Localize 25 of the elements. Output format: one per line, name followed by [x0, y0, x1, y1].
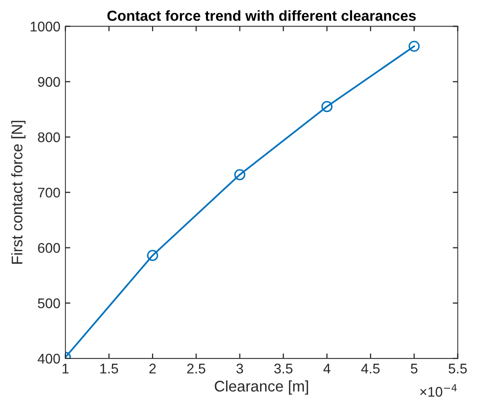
- y-tick-label: 600: [38, 243, 60, 253]
- x-tick-label: 3: [236, 364, 244, 374]
- x-tick-label: 5.5: [448, 364, 467, 374]
- y-tick-label: 1000: [30, 22, 60, 32]
- chart-title: Contact force trend with different clearances: [107, 10, 416, 21]
- x-axis-title: Clearance [m]: [214, 380, 308, 395]
- x-tick-label: 2: [149, 364, 156, 374]
- x-tick-label: 4: [323, 364, 330, 374]
- x-tick-label: 1: [62, 364, 69, 374]
- x-tick-label: 2.5: [187, 364, 206, 374]
- text: ×10$^{−4}$: [420, 384, 457, 397]
- point: [147, 250, 158, 262]
- point: [234, 169, 246, 180]
- x-tick-label: 5: [410, 364, 418, 374]
- y-tick-label: 900: [38, 77, 60, 87]
- point: [408, 40, 420, 52]
- x-tick-label: 4.5: [361, 364, 380, 374]
- x-tick-label: 1.5: [100, 364, 118, 374]
- x-tick-label: 3.5: [274, 364, 292, 374]
- point: [321, 101, 333, 112]
- y-tick-label: 500: [38, 298, 60, 308]
- y-tick-label: 800: [38, 132, 60, 142]
- y-tick-label: 700: [38, 188, 60, 198]
- y-tick-label: 400: [38, 354, 60, 364]
- y-axis-title: First contact force [N]: [11, 120, 26, 264]
